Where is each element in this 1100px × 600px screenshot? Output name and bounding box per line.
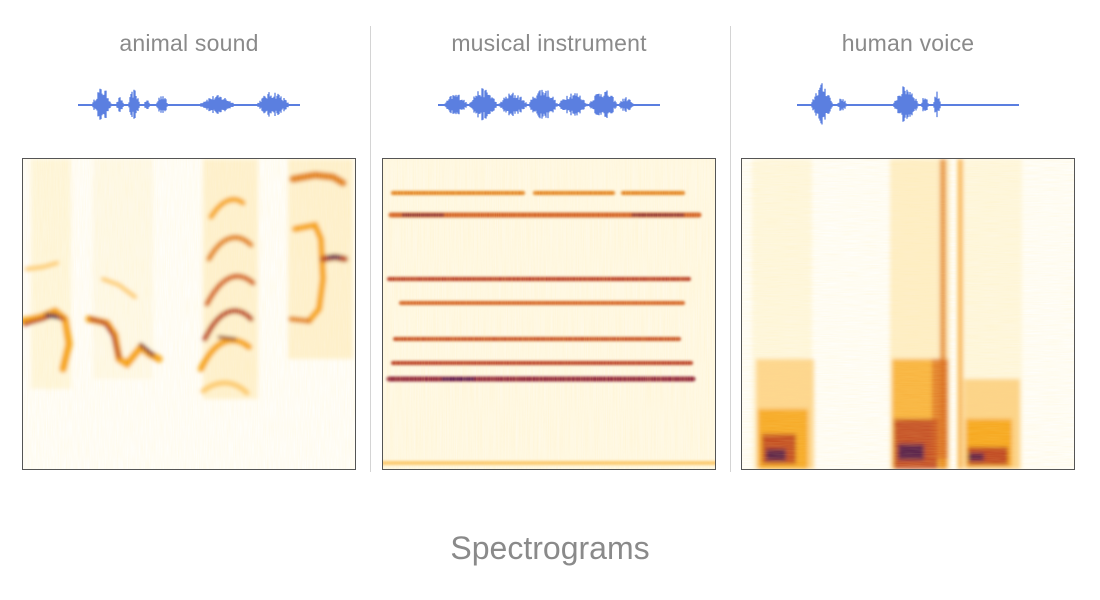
- panel-divider: [730, 26, 731, 472]
- waveform-animal-sound: [78, 88, 300, 120]
- waveform-human-voice: [797, 83, 1019, 125]
- spectrogram-animal-sound: [22, 158, 356, 470]
- panel-divider: [370, 26, 371, 472]
- panel-title: musical instrument: [451, 30, 647, 56]
- panel-musical-instrument: musical instrument: [382, 0, 716, 480]
- spectrogram-human-voice: [741, 158, 1075, 470]
- panel-title: animal sound: [119, 30, 259, 56]
- panel-title: human voice: [841, 30, 975, 56]
- waveform-signal: [438, 88, 660, 121]
- figure-caption: Spectrograms: [450, 530, 650, 566]
- waveform-signal: [797, 83, 1019, 125]
- waveform-signal: [78, 88, 300, 120]
- panel-human-voice: human voice: [741, 0, 1075, 480]
- panel-animal-sound: animal sound: [22, 0, 356, 480]
- waveform-musical-instrument: [438, 88, 660, 121]
- spectrogram-musical-instrument: [382, 158, 716, 470]
